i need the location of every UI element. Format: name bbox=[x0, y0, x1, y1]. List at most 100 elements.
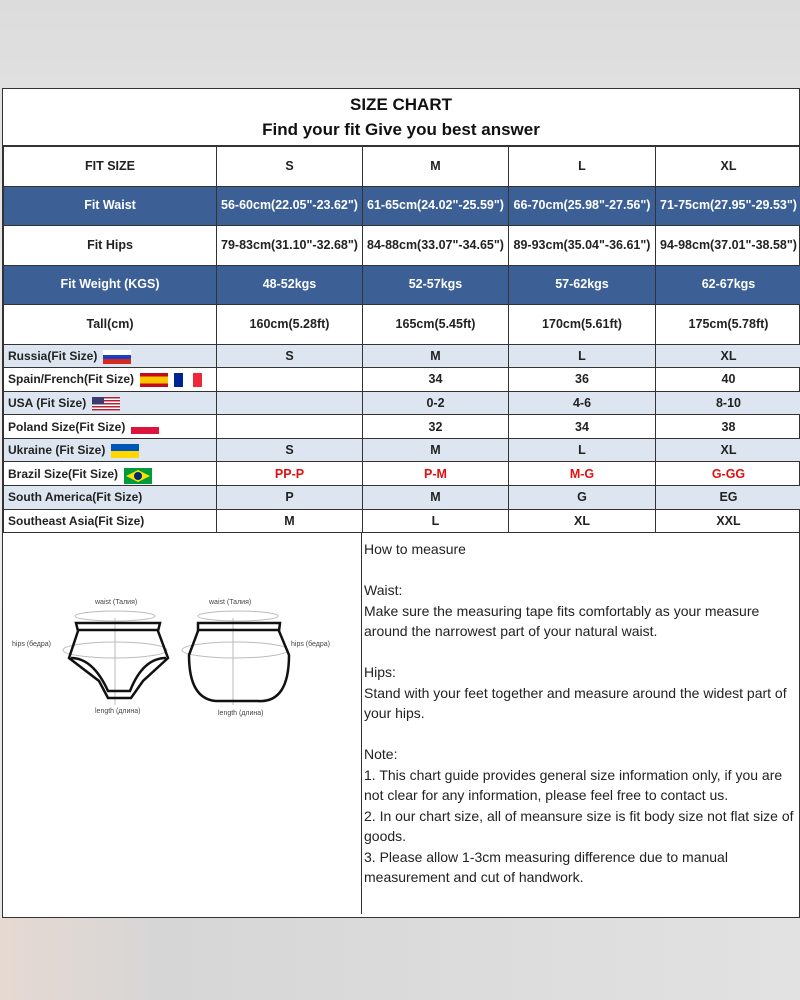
size-chart: SIZE CHART Find your fit Give you best a… bbox=[2, 88, 800, 918]
russia-flag-icon bbox=[103, 349, 132, 364]
note-item: 3. Please allow 1-3cm measuring differen… bbox=[364, 848, 728, 886]
header-cell-text: FIT SIZE bbox=[85, 158, 135, 173]
instructions: How to measure Waist: Make sure the meas… bbox=[362, 533, 799, 914]
value-cell: 71-75cm(27.95"-29.53") bbox=[655, 185, 800, 226]
measure-diagram: waist (Талия) waist (Талия) hips (бедра)… bbox=[3, 533, 362, 915]
chart-title-block: SIZE CHART Find your fit Give you best a… bbox=[3, 89, 799, 146]
header-cell-text: S bbox=[285, 158, 294, 173]
row-label-text: Fit Hips bbox=[87, 237, 133, 252]
value-cell: M bbox=[362, 437, 509, 463]
header-row: FIT SIZE S M L XL bbox=[3, 146, 800, 187]
value-cell-text: L bbox=[431, 513, 440, 528]
row-label-text: Fit Waist bbox=[84, 198, 136, 213]
value-cell-text: M bbox=[430, 443, 441, 458]
value-cell-text: 66-70cm(25.98"-27.56") bbox=[513, 198, 651, 213]
value-cell: 170cm(5.61ft) bbox=[508, 304, 656, 345]
note-item: 2. In our chart size, all of meansure si… bbox=[364, 807, 794, 845]
france-flag-icon bbox=[174, 373, 203, 388]
chart-subtitle: Find your fit Give you best answer bbox=[262, 120, 540, 139]
value-cell-text: 34 bbox=[575, 419, 589, 434]
row-label-text: Tall(cm) bbox=[86, 316, 134, 331]
value-cell: 66-70cm(25.98"-27.56") bbox=[508, 185, 656, 226]
value-cell: L bbox=[508, 437, 656, 463]
length-label: length (длина) bbox=[218, 710, 264, 718]
poland-flag-icon bbox=[131, 420, 160, 435]
value-cell-text: XL bbox=[720, 348, 737, 363]
row-label: Ukraine (Fit Size) bbox=[3, 437, 217, 463]
value-cell: 160cm(5.28ft) bbox=[216, 304, 363, 345]
header-cell-text: L bbox=[578, 158, 586, 173]
value-cell-text: M bbox=[430, 490, 441, 505]
hips-title: Hips: bbox=[364, 664, 396, 681]
country-row: Poland Size(Fit Size) 32 34 38 bbox=[3, 414, 800, 439]
header-cell: FIT SIZE bbox=[3, 146, 217, 187]
value-cell: 8-10 bbox=[655, 390, 800, 416]
value-cell: 32 bbox=[362, 414, 509, 439]
value-cell: M-G bbox=[508, 461, 656, 487]
value-cell: 38 bbox=[655, 414, 800, 439]
value-cell-text: 48-52kgs bbox=[262, 277, 317, 292]
value-cell-text: S bbox=[285, 348, 294, 363]
chart-title: SIZE CHART bbox=[350, 95, 452, 114]
value-cell-text: P bbox=[285, 490, 294, 505]
value-cell: P-M bbox=[362, 461, 509, 487]
value-cell-text: S bbox=[285, 443, 294, 458]
row-label-text: USA (Fit Size) bbox=[8, 395, 87, 410]
value-cell: M bbox=[362, 343, 509, 369]
value-cell-text: 36 bbox=[575, 372, 589, 387]
measure-row: Fit Waist 56-60cm(22.05"-23.62") 61-65cm(2… bbox=[3, 185, 800, 226]
row-label-text: Fit Weight (KGS) bbox=[60, 277, 160, 292]
value-cell-text: 79-83cm(31.10"-32.68") bbox=[221, 237, 358, 252]
value-cell-text: 34 bbox=[428, 372, 443, 387]
row-label-text: Spain/French(Fit Size) bbox=[8, 372, 135, 387]
value-cell-text: L bbox=[578, 348, 586, 363]
country-row: Spain/French(Fit Size) 34 36 40 bbox=[3, 367, 800, 392]
value-cell-text: 89-93cm(35.04"-36.61") bbox=[513, 237, 651, 252]
row-label: Southeast Asia(Fit Size) bbox=[3, 508, 217, 534]
value-cell: 89-93cm(35.04"-36.61") bbox=[508, 225, 656, 266]
value-cell: EG bbox=[655, 485, 800, 510]
value-cell bbox=[216, 390, 363, 416]
value-cell-text: 165cm(5.45ft) bbox=[395, 316, 476, 331]
value-cell: PP-P bbox=[216, 461, 363, 487]
waist-text: Make sure the measuring tape fits comfor… bbox=[364, 602, 760, 640]
note-item: 1. This chart guide provides general siz… bbox=[364, 766, 783, 804]
country-row: Ukraine (Fit Size) S M L XL bbox=[3, 437, 800, 463]
value-cell: M bbox=[216, 508, 363, 534]
value-cell: 34 bbox=[362, 367, 509, 392]
row-label-text: Brazil Size(Fit Size) bbox=[8, 466, 119, 481]
measure-row: Fit Weight (KGS) 48-52kgs 52-57kgs 57-62kgs… bbox=[3, 264, 800, 305]
row-label: South America(Fit Size) bbox=[3, 485, 217, 510]
value-cell: 175cm(5.78ft) bbox=[655, 304, 800, 345]
hips-label: hips (бедра) bbox=[12, 641, 51, 649]
value-cell: 165cm(5.45ft) bbox=[362, 304, 509, 345]
value-cell: L bbox=[362, 508, 509, 534]
row-label: Fit Hips bbox=[3, 225, 217, 266]
row-label: Spain/French(Fit Size) bbox=[3, 367, 217, 392]
value-cell-text: 175cm(5.78ft) bbox=[688, 316, 769, 331]
value-cell-text: 170cm(5.61ft) bbox=[542, 316, 622, 331]
brazil-flag-icon bbox=[124, 467, 153, 484]
background-photo bbox=[0, 918, 800, 1000]
row-label-text: Southeast Asia(Fit Size) bbox=[8, 513, 145, 528]
header-cell: S bbox=[216, 146, 363, 187]
country-row: South America(Fit Size) P M G EG bbox=[3, 485, 800, 510]
value-cell: 57-62kgs bbox=[508, 264, 656, 305]
value-cell: 84-88cm(33.07"-34.65") bbox=[362, 225, 509, 266]
value-cell-text: 52-57kgs bbox=[408, 277, 463, 292]
spain-flag-icon bbox=[140, 373, 169, 388]
value-cell: 94-98cm(37.01"-38.58") bbox=[655, 225, 800, 266]
hips-label: hips (бедра) bbox=[291, 641, 330, 649]
header-cell: XL bbox=[655, 146, 800, 187]
country-row: Brazil Size(Fit Size) PP-P P-M M-G G-GG bbox=[3, 461, 800, 487]
country-row: Russia(Fit Size) S M L XL bbox=[3, 343, 800, 369]
value-cell bbox=[216, 414, 363, 439]
row-label-text: Russia(Fit Size) bbox=[8, 348, 98, 363]
measure-row: Fit Hips 79-83cm(31.10"-32.68") 84-88cm(33… bbox=[3, 225, 800, 266]
value-cell: 52-57kgs bbox=[362, 264, 509, 305]
value-cell: 34 bbox=[508, 414, 656, 439]
length-label: length (длина) bbox=[95, 708, 141, 716]
value-cell: P bbox=[216, 485, 363, 510]
value-cell-text: 4-6 bbox=[572, 395, 592, 410]
country-row: USA (Fit Size) 0-2 4-6 8-10 bbox=[3, 390, 800, 416]
